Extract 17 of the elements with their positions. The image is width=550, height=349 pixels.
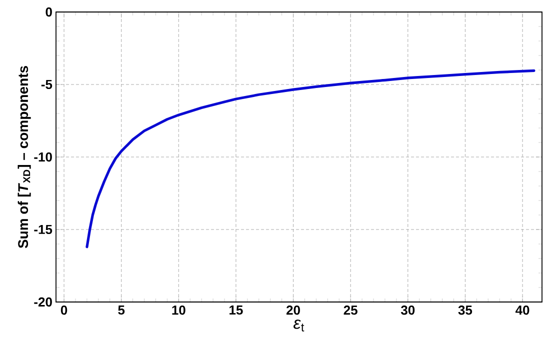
x-tick-label: 15 bbox=[230, 306, 243, 315]
y-tick-label: -10 bbox=[34, 152, 52, 162]
y-tick-label: -5 bbox=[41, 80, 52, 90]
x-tick-label: 25 bbox=[344, 306, 358, 315]
x-tick-label: 10 bbox=[172, 306, 186, 315]
x-tick-label: 40 bbox=[515, 306, 530, 315]
x-tick-label: 0 bbox=[60, 306, 68, 315]
x-tick-label: 35 bbox=[458, 306, 472, 315]
y-axis-title: Sum of [T$_{XD}$] – components bbox=[18, 66, 31, 248]
x-tick-label: 5 bbox=[118, 306, 125, 315]
line-series bbox=[86, 69, 536, 248]
x-axis-title: ε$_{t}$ bbox=[294, 320, 304, 332]
x-tick-label: 20 bbox=[286, 306, 300, 315]
y-tick-label: -20 bbox=[34, 297, 52, 307]
x-tick-label: 30 bbox=[400, 306, 415, 315]
y-tick-label: 0 bbox=[46, 7, 52, 17]
y-tick-label: -15 bbox=[34, 224, 52, 234]
